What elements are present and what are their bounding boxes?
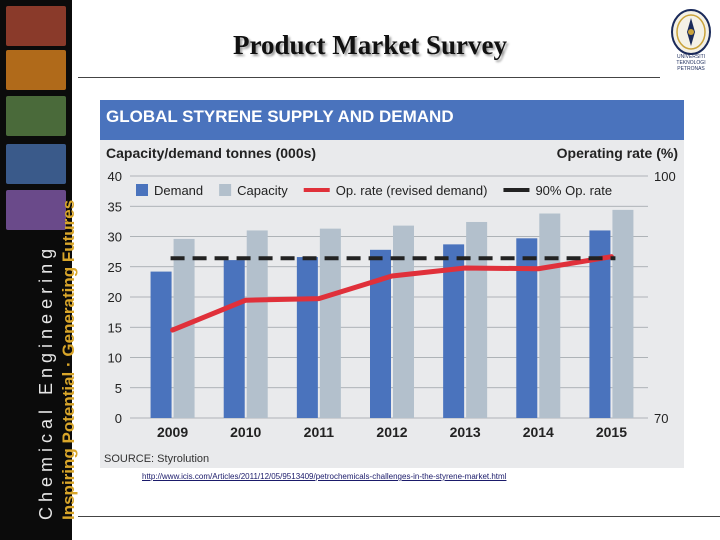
- y2-tick-label: 100: [654, 169, 676, 184]
- bar-demand: [516, 238, 538, 418]
- x-tick-label: 2013: [450, 424, 481, 440]
- title-divider: [78, 77, 660, 78]
- bar-demand: [296, 257, 318, 418]
- source-url: http://www.icis.com/Articles/2011/12/05/…: [142, 472, 507, 481]
- sidebar-banner: Chemical Engineering Inspiring Potential…: [0, 0, 78, 540]
- sidebar-line-2: Inspiring Potential · Generating Futures: [59, 199, 78, 520]
- y-tick-label: 0: [115, 411, 122, 426]
- y-axis-label: Capacity/demand tonnes (000s): [106, 145, 316, 161]
- legend-swatch-capacity: [219, 184, 232, 196]
- bar-capacity: [466, 221, 488, 418]
- university-logo-text: UNIVERSITI TEKNOLOGI PETRONAS: [676, 54, 706, 72]
- y-tick-label: 35: [108, 199, 122, 214]
- sidebar-line-1: Chemical Engineering: [36, 243, 56, 520]
- bar-demand: [443, 244, 465, 418]
- bar-demand: [150, 271, 172, 418]
- x-tick-label: 2010: [230, 424, 261, 440]
- photo-thumbnail-4: [6, 144, 66, 184]
- photo-thumbnail-1: [6, 6, 66, 46]
- chart-header: GLOBAL STYRENE SUPPLY AND DEMAND: [100, 100, 684, 140]
- chart-plot: Capacity/demand tonnes (000s) Operating r…: [104, 145, 678, 465]
- legend-label: 90% Op. rate: [535, 183, 612, 198]
- x-tick-label: 2009: [157, 424, 188, 440]
- y-tick-label: 15: [108, 320, 122, 335]
- bar-capacity: [246, 230, 268, 418]
- x-tick-label: 2012: [376, 424, 407, 440]
- y-tick-label: 40: [108, 169, 122, 184]
- bar-capacity: [612, 209, 634, 418]
- university-logo-icon: [671, 9, 711, 55]
- chart-source: SOURCE: Styrolution: [104, 453, 209, 465]
- bar-demand: [589, 230, 611, 418]
- photo-thumbnail-5: [6, 190, 66, 230]
- bar-capacity: [393, 225, 414, 418]
- bar-capacity: [539, 213, 561, 418]
- slide-title: Product Market Survey: [233, 30, 507, 60]
- photo-thumbnail-2: [6, 50, 66, 90]
- legend-label: Capacity: [237, 183, 288, 198]
- y2-tick-label: 70: [654, 411, 668, 426]
- chart-title: GLOBAL STYRENE SUPPLY AND DEMAND: [106, 107, 454, 126]
- y2-axis-label: Operating rate (%): [557, 145, 678, 161]
- footer-divider: [78, 516, 720, 517]
- y-tick-label: 5: [115, 381, 122, 396]
- y-tick-label: 25: [108, 260, 122, 275]
- y-tick-label: 10: [108, 351, 122, 366]
- bar-demand: [370, 249, 391, 418]
- y-tick-label: 20: [108, 290, 122, 305]
- bar-capacity: [173, 238, 195, 418]
- bar-capacity: [319, 228, 341, 418]
- sidebar-tagline: Chemical Engineering Inspiring Potential…: [36, 200, 79, 520]
- legend-swatch-demand: [136, 184, 148, 196]
- x-tick-label: 2011: [304, 424, 335, 440]
- x-tick-label: 2015: [596, 424, 627, 440]
- legend-label: Demand: [154, 183, 203, 198]
- x-tick-label: 2014: [523, 424, 554, 440]
- bar-demand: [223, 260, 245, 418]
- y-tick-label: 30: [108, 230, 122, 245]
- legend-label: Op. rate (revised demand): [336, 183, 488, 198]
- op-rate-line: [170, 254, 614, 333]
- photo-thumbnail-3: [6, 96, 66, 136]
- styrene-chart: GLOBAL STYRENE SUPPLY AND DEMAND Capacit…: [100, 100, 684, 468]
